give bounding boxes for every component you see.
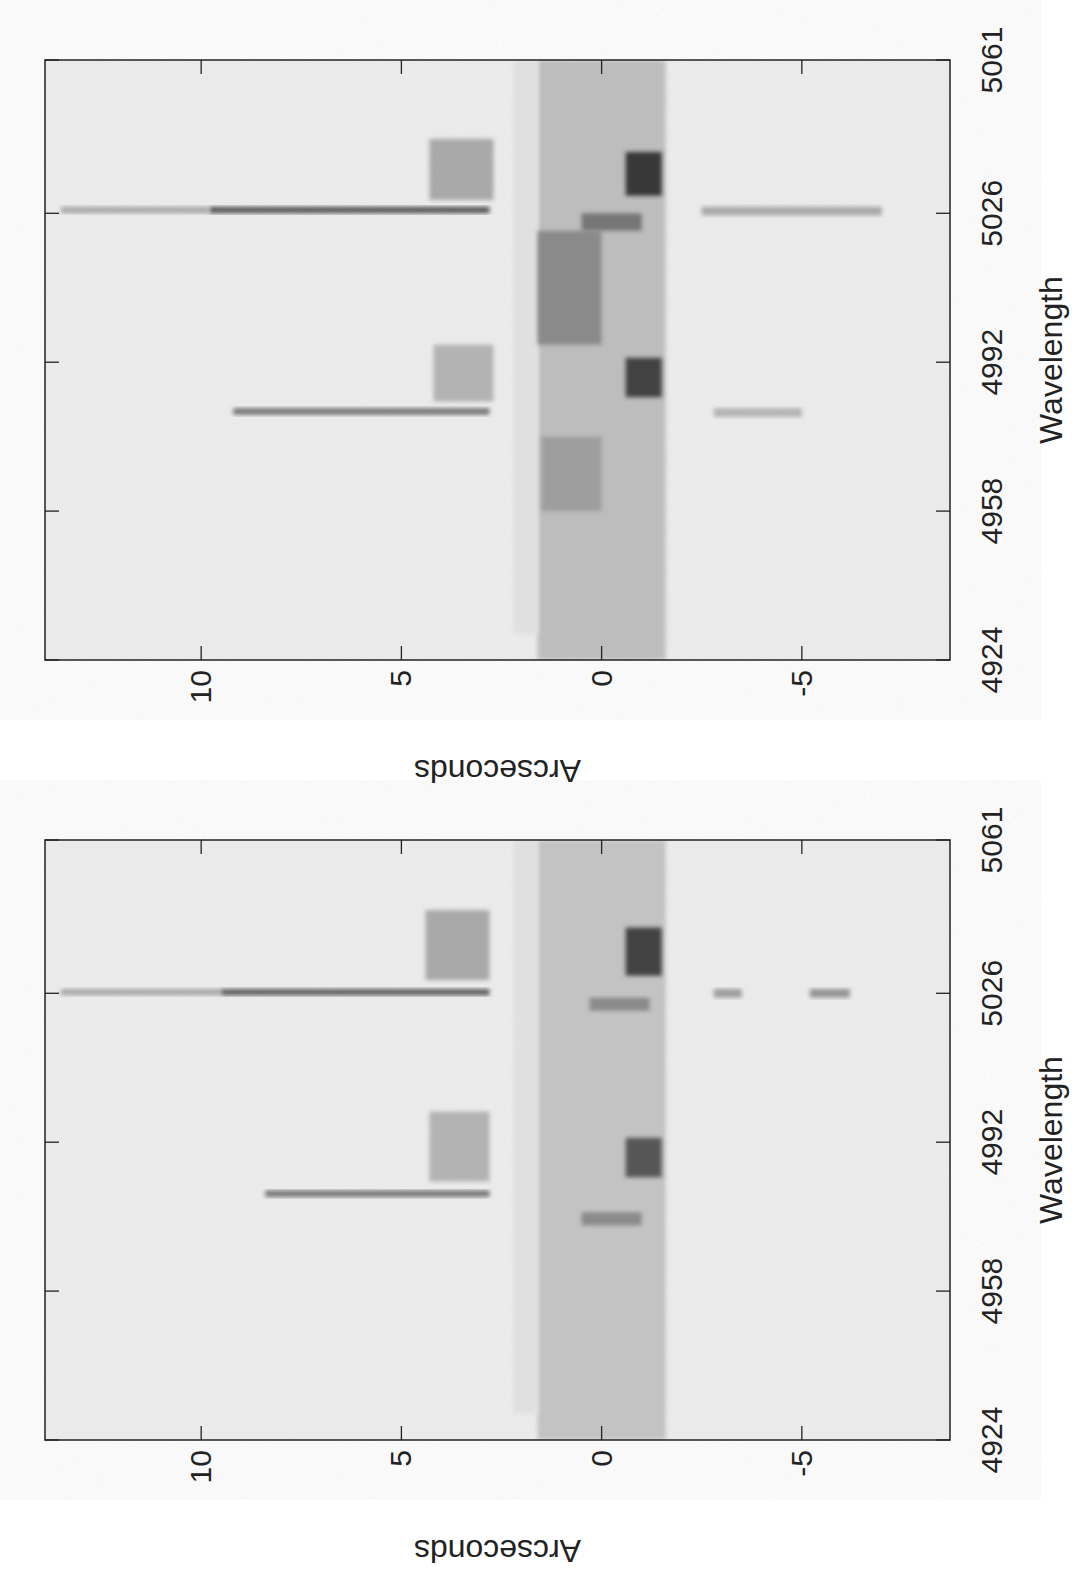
y-tick-label: 5 [384,1450,417,1467]
y-tick [801,646,802,660]
emission-feature [714,989,742,998]
emission-feature [590,998,650,1011]
x-tick [45,362,59,363]
y-tick-label: 0 [585,670,618,687]
emission-feature [425,910,489,980]
y-axis-title: Arcseconds [414,753,581,789]
x-tick [936,1439,950,1440]
x-tick [45,213,59,214]
x-tick-label: 4992 [975,1109,1008,1176]
x-tick [936,993,950,994]
y-tick [401,60,402,74]
y-tick [801,1426,802,1440]
x-tick [936,1142,950,1143]
emission-feature [542,437,602,511]
emission-feature [221,989,489,996]
plot-background [45,60,950,660]
emission-feature [582,1212,642,1225]
emission-feature [702,207,882,216]
x-tick [45,1439,59,1440]
emission-feature [429,1112,489,1182]
x-tick [45,659,59,660]
noise [45,60,950,660]
x-tick-label: 5026 [975,960,1008,1027]
y-tick-label: 10 [184,670,217,703]
x-tick [936,59,950,60]
emission-feature [61,989,221,996]
x-tick-label: 4924 [975,627,1008,694]
emission-feature [233,408,489,415]
y-tick [801,60,802,74]
y-tick [801,840,802,854]
emission-feature [810,989,850,998]
x-tick [936,839,950,840]
x-tick [45,1290,59,1291]
emission-feature [626,152,662,196]
x-tick-label: 4992 [975,329,1008,396]
y-tick [401,1426,402,1440]
x-tick-label: 5061 [975,807,1008,874]
emission-feature [582,213,642,231]
y-tick [601,1426,602,1440]
y-tick-label: 0 [585,1450,618,1467]
x-tick-label: 5026 [975,180,1008,247]
emission-feature [538,231,602,345]
y-axis-title: Arcseconds [414,1533,581,1569]
x-axis-title: Wavelength [1033,276,1069,444]
emission-feature [514,840,538,1414]
emission-feature [538,840,666,1440]
x-tick [936,213,950,214]
features [61,60,882,660]
y-tick-label: 5 [384,670,417,687]
y-tick [201,840,202,854]
emission-feature [626,358,662,397]
x-tick [936,362,950,363]
frame [45,840,950,1440]
y-tick-label: -5 [785,1450,818,1477]
x-tick [45,839,59,840]
y-tick [201,646,202,660]
panel: 4924 4958 4992 5026 5061 10 5 0 -5 Wavelength Arcs… [45,27,1069,789]
noise [45,840,950,1440]
y-tick [401,646,402,660]
x-tick [45,59,59,60]
x-axis-title: Wavelength [1033,1056,1069,1224]
emission-feature [265,1190,489,1197]
y-tick [401,840,402,854]
x-tick-label: 4958 [975,478,1008,545]
x-tick [936,659,950,660]
frame [45,60,950,660]
x-tick [936,510,950,511]
x-tick [936,1290,950,1291]
y-tick [601,646,602,660]
y-tick-label: -5 [785,670,818,697]
emission-feature [538,60,666,660]
figure: 4924 4958 4992 5026 5061 10 5 0 -5 Wavelength Arcs… [0,0,1082,1589]
emission-feature [61,207,209,214]
x-tick-label: 4958 [975,1258,1008,1325]
y-tick [601,60,602,74]
emission-feature [429,139,493,200]
emission-feature [514,60,538,634]
x-tick [45,993,59,994]
emission-feature [626,928,662,976]
y-tick [201,1426,202,1440]
emission-feature [626,1138,662,1177]
x-tick-label: 4924 [975,1407,1008,1474]
y-tick [201,60,202,74]
x-tick [45,510,59,511]
y-tick [601,840,602,854]
plot-background [45,840,950,1440]
features [61,840,850,1440]
emission-feature [714,408,802,417]
x-tick [45,1142,59,1143]
panel: 4924 4958 4992 5026 5061 10 5 0 -5 Wavelength Arcs… [45,807,1069,1569]
y-tick-label: 10 [184,1450,217,1483]
chart: 4924 4958 4992 5026 5061 10 5 0 -5 Wavelength Arcs… [0,0,1082,1589]
x-tick-label: 5061 [975,27,1008,94]
emission-feature [209,207,489,214]
emission-feature [433,345,493,402]
